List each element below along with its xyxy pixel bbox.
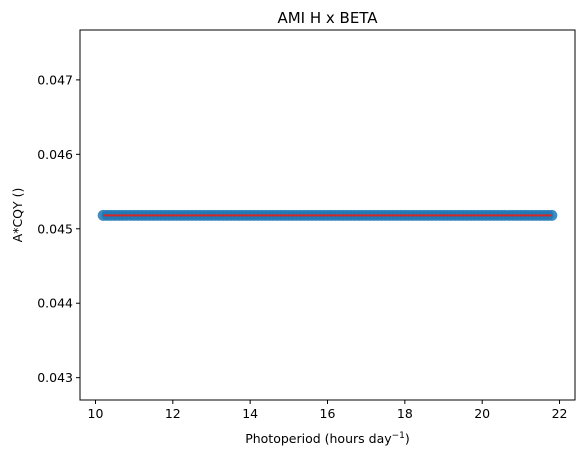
y-tick-label: 0.047 [37,72,73,87]
y-axis-label: A*CQY () [10,188,25,243]
x-tick-label: 12 [165,406,181,421]
y-tick-label: 0.043 [37,370,73,385]
x-tick-label: 20 [474,406,490,421]
x-tick-label: 16 [320,406,336,421]
x-axis-label-base: Photoperiod (hours day [245,431,392,446]
x-axis: 10 12 14 16 18 20 22 [88,400,568,421]
y-tick-label: 0.045 [37,221,73,236]
y-tick-label: 0.046 [37,147,73,162]
x-tick-label: 14 [242,406,258,421]
x-tick-label: 10 [88,406,104,421]
chart-title: AMI H x BETA [277,9,378,27]
data-point [546,209,558,221]
x-axis-label-close: ) [405,431,410,446]
x-axis-label-superscript: −1 [392,431,405,441]
y-tick-label: 0.044 [37,296,73,311]
y-axis: 0.043 0.044 0.045 0.046 0.047 [37,72,80,385]
x-axis-label: Photoperiod (hours day−1) [245,431,410,446]
x-tick-label: 18 [397,406,413,421]
x-tick-label: 22 [552,406,568,421]
